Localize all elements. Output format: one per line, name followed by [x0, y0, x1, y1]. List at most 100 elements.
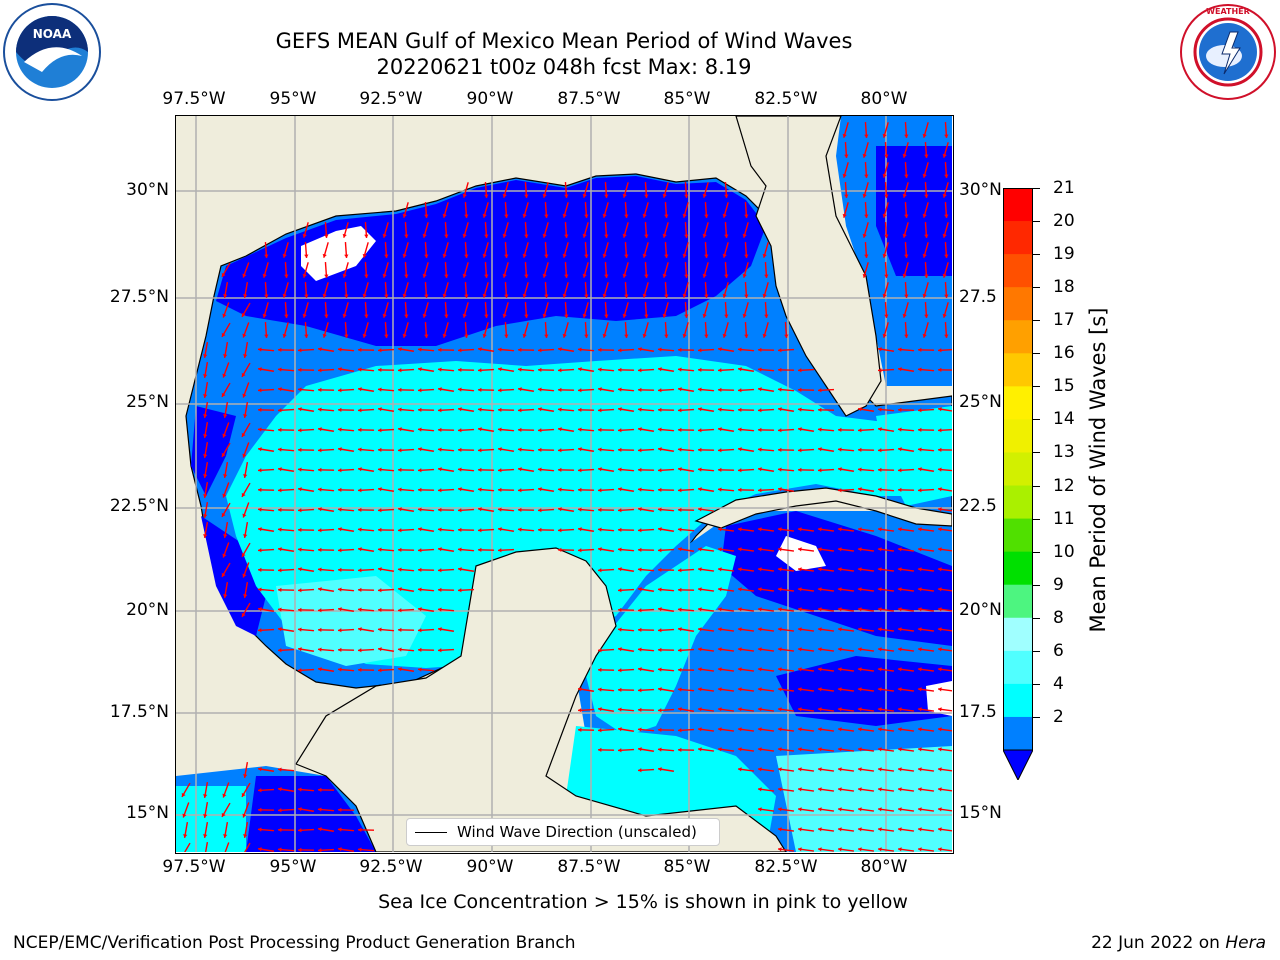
wind-arrow-head	[882, 213, 887, 218]
wind-arrow-head	[778, 667, 782, 672]
wind-arrow-head	[598, 667, 602, 673]
wind-arrow-head	[718, 487, 722, 492]
wind-arrow-head	[538, 447, 542, 453]
wind-arrow-head	[462, 233, 467, 238]
wind-arrow-head	[618, 527, 622, 533]
wind-arrow-head	[742, 313, 747, 318]
wind-arrow-head	[658, 567, 662, 573]
wind-arrow-head	[818, 787, 822, 792]
wind-arrow-head	[818, 807, 822, 812]
wind-arrow-head	[203, 454, 208, 458]
wind-arrow-head	[524, 274, 529, 278]
wind-arrow-head	[638, 467, 642, 473]
lat-tick-right: 15°N	[959, 803, 1002, 823]
wind-arrow-head	[584, 254, 589, 258]
wind-arrow-head	[203, 814, 208, 818]
wind-arrow-head	[858, 667, 862, 672]
chart-title: GEFS MEAN Gulf of Mexico Mean Period of …	[275, 29, 853, 53]
wind-arrow-head	[558, 427, 562, 432]
wind-arrow-head	[338, 647, 342, 653]
wind-arrow-head	[922, 173, 927, 178]
wind-arrow-head	[223, 534, 228, 538]
wind-arrow-head	[738, 487, 742, 493]
wind-arrow-head	[778, 607, 782, 612]
wind-arrow-head	[542, 273, 547, 278]
wind-arrow-head	[262, 273, 267, 278]
wind-arrow-head	[504, 334, 509, 338]
wind-arrow-head	[778, 387, 782, 392]
wind-arrow-head	[278, 547, 282, 552]
wind-arrow-head	[658, 347, 662, 352]
wind-arrow-head	[924, 154, 929, 158]
deep-region	[721, 511, 952, 646]
wind-arrow-head	[578, 687, 582, 692]
colorbar-segment	[1003, 386, 1033, 420]
wind-arrow-head	[678, 387, 682, 392]
colorbar-tick-label: 13	[1053, 442, 1075, 463]
wind-arrow-head	[298, 367, 302, 373]
wind-arrow-head	[598, 347, 602, 353]
wind-arrow-head	[518, 488, 522, 493]
wind-arrow-head	[278, 607, 282, 612]
wind-arrow-head	[504, 294, 509, 298]
wind-arrow-head	[438, 427, 442, 433]
lon-tick-top: 97.5°W	[162, 89, 226, 109]
wind-arrow-head	[362, 293, 367, 298]
wind-arrow-head	[698, 607, 702, 612]
wind-arrow-head	[898, 407, 902, 413]
wind-arrow-head	[298, 387, 302, 392]
wind-arrow-head	[818, 567, 822, 572]
wind-arrow-head	[482, 213, 487, 218]
wind-arrow-head	[221, 812, 226, 817]
wind-arrow-head	[604, 234, 609, 238]
colorbar-tick-label: 17	[1053, 310, 1075, 331]
wind-arrow-head	[382, 233, 387, 238]
wind-arrow-head	[278, 587, 282, 593]
wind-arrow-head	[318, 407, 322, 412]
wind-arrow-head	[558, 547, 562, 553]
wind-arrow-head	[322, 333, 327, 338]
wind-arrow-head	[758, 667, 762, 672]
wind-arrow-head	[478, 467, 482, 473]
wind-arrow-head	[418, 388, 422, 393]
wind-arrow-head	[358, 568, 362, 573]
legend-label: Wind Wave Direction (unscaled)	[457, 823, 697, 841]
wind-arrow-head	[358, 527, 362, 532]
wind-arrow-head	[422, 233, 427, 238]
wind-arrow-head	[918, 727, 922, 732]
wind-arrow-head	[638, 707, 642, 713]
wind-arrow-head	[241, 492, 246, 497]
wind-arrow-head	[298, 647, 302, 652]
wind-arrow-head	[904, 134, 909, 138]
wind-arrow-head	[478, 448, 482, 453]
wind-arrow-head	[338, 367, 342, 372]
wind-arrow-head	[358, 427, 362, 433]
colorbar-segment	[1003, 485, 1033, 520]
wind-arrow-head	[898, 827, 902, 832]
wind-arrow-head	[203, 394, 208, 398]
wind-arrow-head	[438, 507, 442, 513]
lat-tick-right: 30°N	[959, 180, 1002, 200]
wind-arrow-head	[722, 213, 727, 218]
wind-arrow-head	[758, 807, 762, 812]
wind-arrow-head	[618, 748, 622, 753]
wind-arrow-head	[498, 447, 502, 452]
wind-arrow-head	[678, 667, 682, 673]
wind-arrow-head	[298, 847, 302, 853]
wind-arrow-head	[241, 552, 246, 557]
wind-arrow-head	[698, 407, 702, 412]
wind-arrow-head	[638, 448, 642, 453]
wind-arrow-head	[438, 367, 442, 372]
wind-arrow-head	[664, 294, 669, 298]
wind-arrow-head	[598, 467, 602, 472]
wind-arrow-head	[758, 607, 762, 612]
wind-arrow-head	[704, 334, 709, 338]
wind-arrow-head	[724, 274, 729, 278]
wind-arrow-head	[398, 427, 402, 432]
wind-arrow-head	[378, 348, 382, 353]
wind-arrow-head	[602, 333, 607, 338]
wind-arrow-head	[658, 607, 662, 612]
wind-arrow-head	[904, 254, 909, 258]
wind-arrow-head	[582, 273, 587, 278]
date-stamp: 22 Jun 2022 on Hera	[1091, 933, 1266, 953]
